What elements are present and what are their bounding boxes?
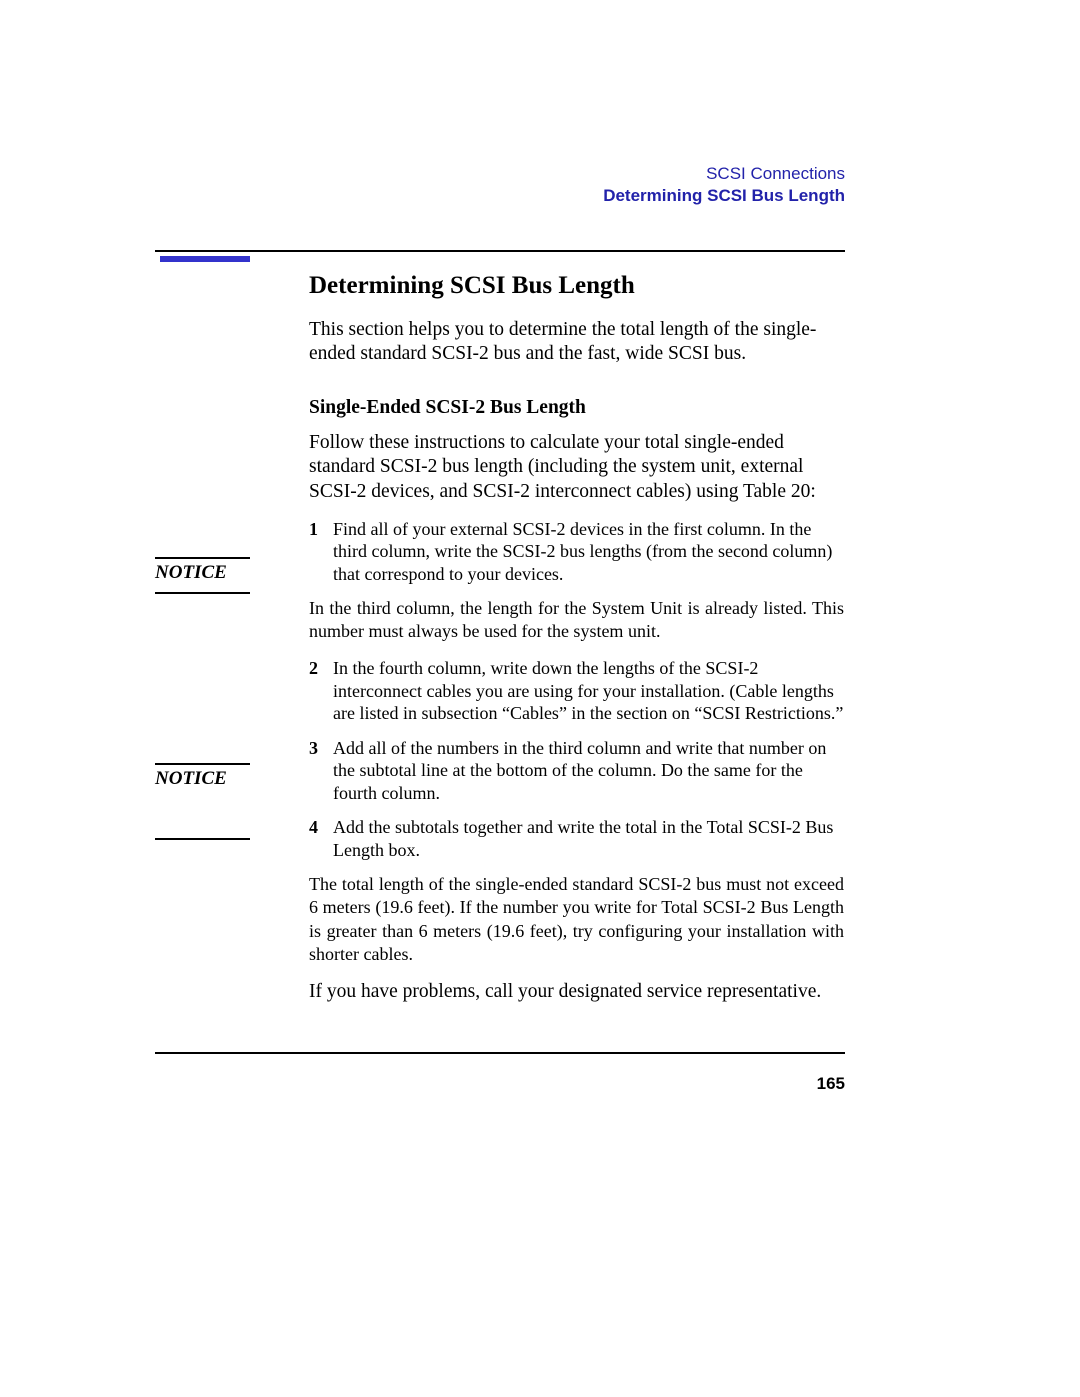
notice-rule-top xyxy=(155,557,250,559)
notice-text: The total length of the single-ended sta… xyxy=(309,873,844,965)
step-number: 1 xyxy=(309,518,333,586)
closing-paragraph: If you have problems, call your designat… xyxy=(309,980,844,1004)
step-number: 3 xyxy=(309,737,333,805)
notice-rule-bottom xyxy=(155,592,250,594)
bottom-rule xyxy=(155,1052,845,1054)
instructions-paragraph: Follow these instructions to calculate y… xyxy=(309,431,844,504)
accent-bar xyxy=(160,256,250,262)
main-content: Determining SCSI Bus Length This section… xyxy=(309,272,844,1004)
running-header: SCSI Connections Determining SCSI Bus Le… xyxy=(603,164,845,206)
notice-label: NOTICE xyxy=(155,562,250,584)
step-number: 2 xyxy=(309,657,333,725)
notice-label: NOTICE xyxy=(155,768,250,790)
page-title: Determining SCSI Bus Length xyxy=(309,272,844,300)
notice-rule-top xyxy=(155,763,250,765)
step-item: 4 Add the subtotals together and write t… xyxy=(309,816,844,861)
step-text: Add all of the numbers in the third colu… xyxy=(333,737,844,805)
step-item: 3 Add all of the numbers in the third co… xyxy=(309,737,844,805)
top-rule xyxy=(155,250,845,252)
step-item: 2 In the fourth column, write down the l… xyxy=(309,657,844,725)
page-number: 165 xyxy=(817,1074,845,1094)
step-text: Add the subtotals together and write the… xyxy=(333,816,844,861)
step-text: In the fourth column, write down the len… xyxy=(333,657,844,725)
notice-rule-bottom xyxy=(155,838,250,840)
subheading: Single-Ended SCSI-2 Bus Length xyxy=(309,397,844,419)
step-item: 1 Find all of your external SCSI-2 devic… xyxy=(309,518,844,586)
notice-text: In the third column, the length for the … xyxy=(309,597,844,643)
intro-paragraph: This section helps you to determine the … xyxy=(309,318,844,367)
step-number: 4 xyxy=(309,816,333,861)
header-section: Determining SCSI Bus Length xyxy=(603,186,845,206)
header-chapter: SCSI Connections xyxy=(603,164,845,184)
page: SCSI Connections Determining SCSI Bus Le… xyxy=(0,0,1080,1397)
step-text: Find all of your external SCSI-2 devices… xyxy=(333,518,844,586)
